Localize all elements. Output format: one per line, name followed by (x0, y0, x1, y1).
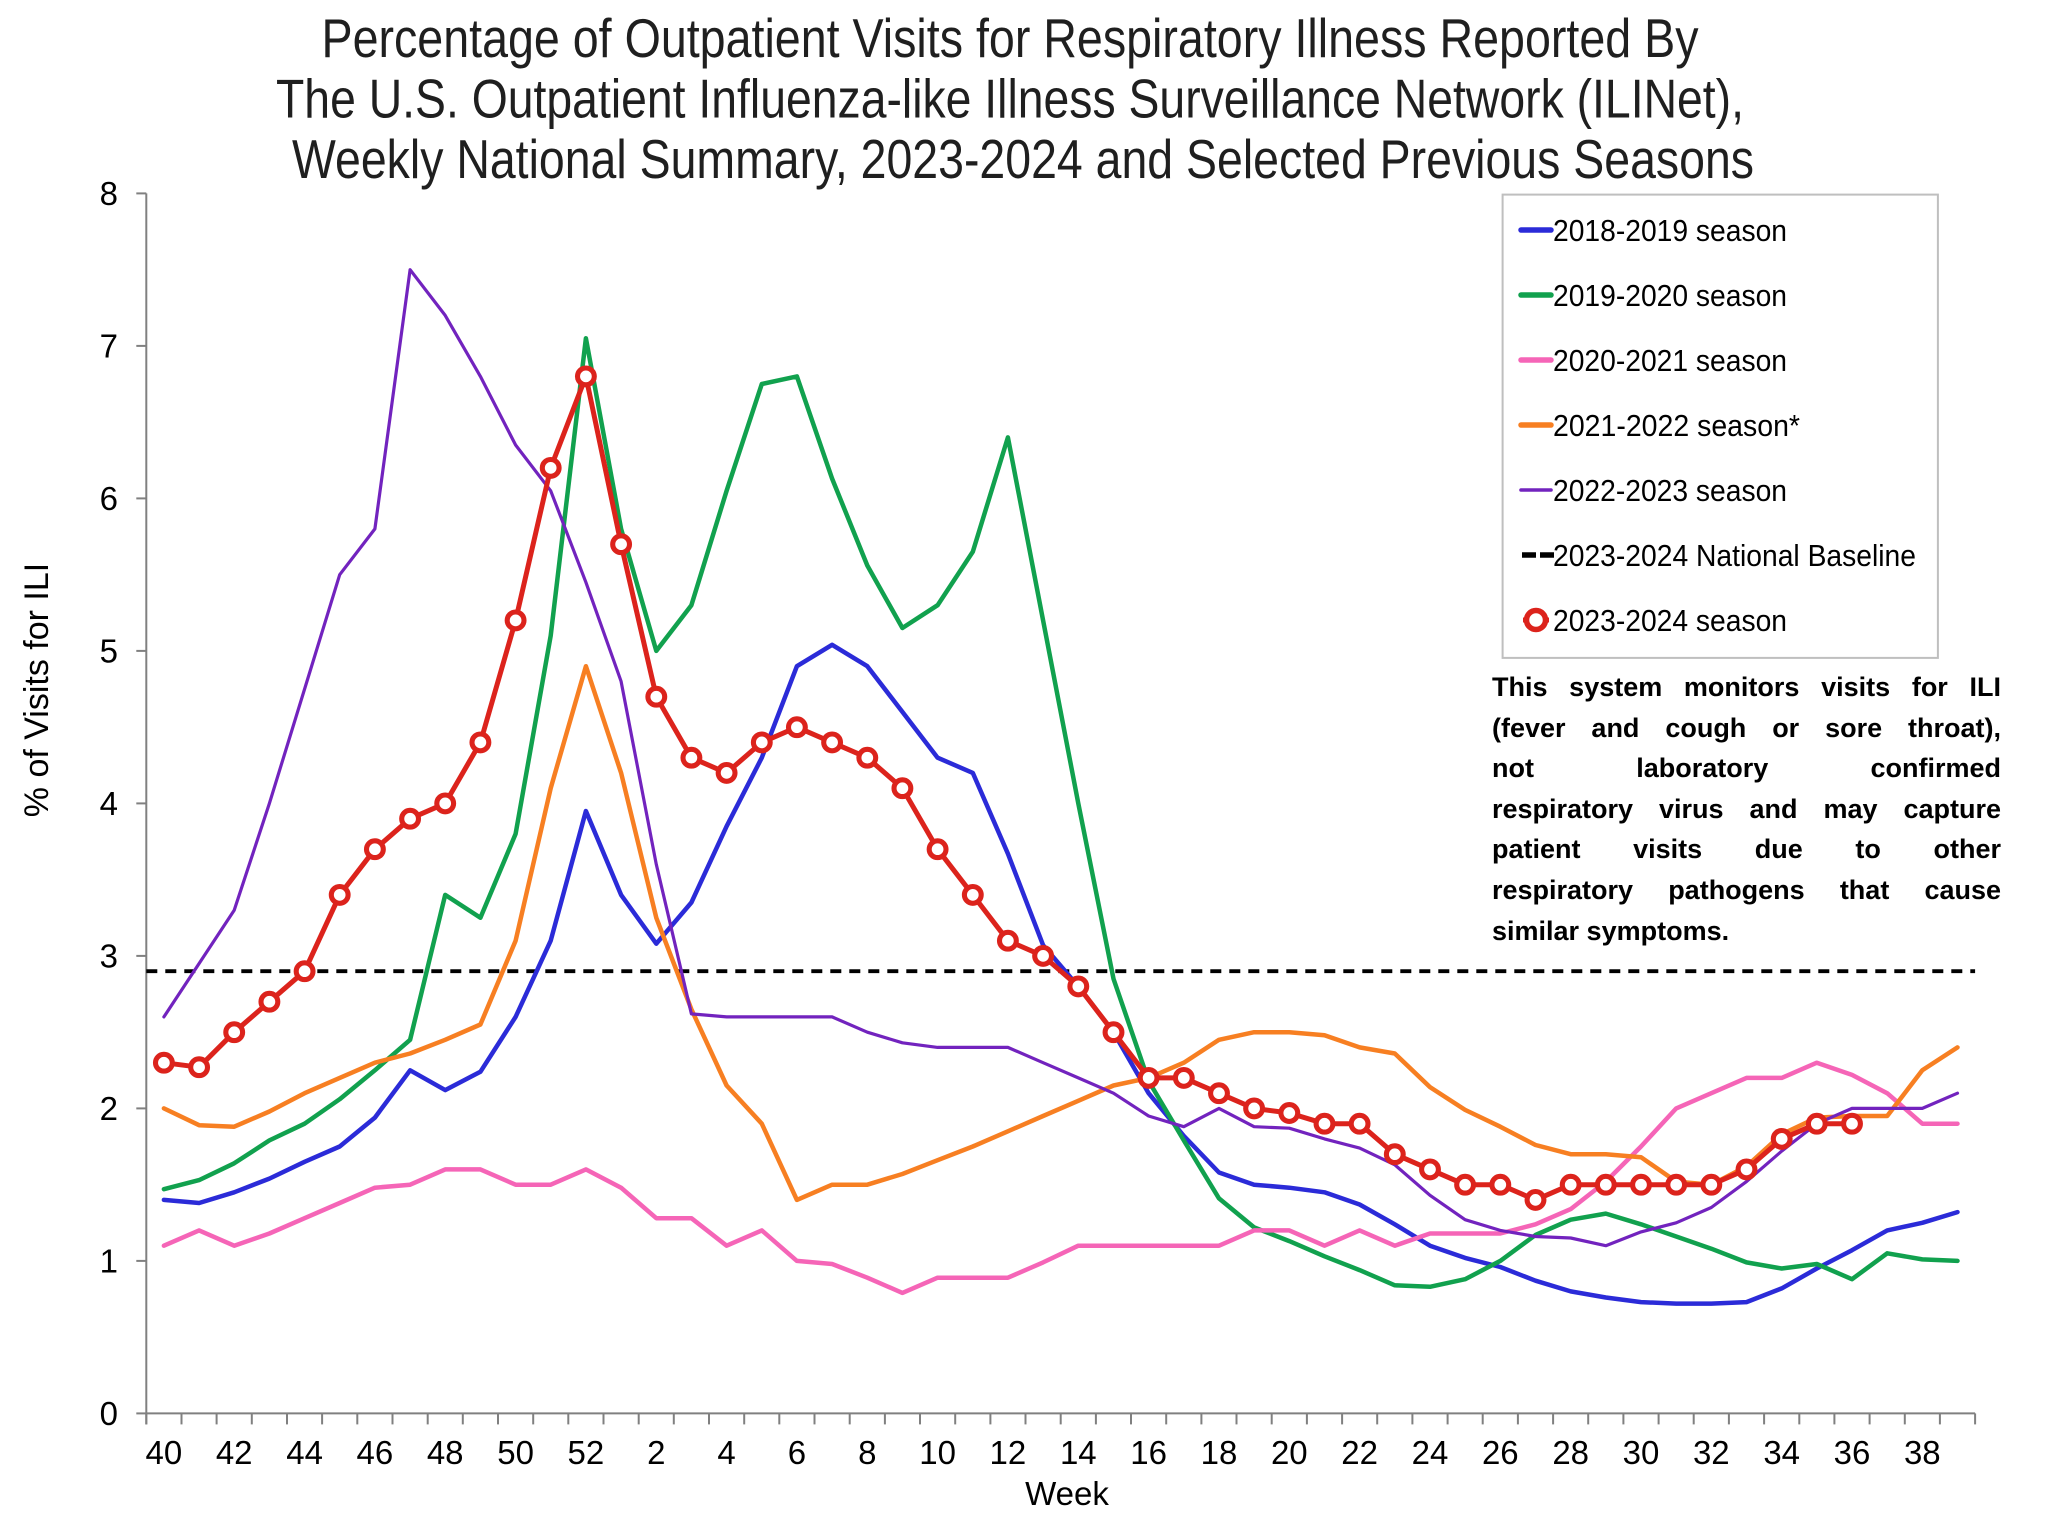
svg-text:4: 4 (100, 785, 118, 822)
svg-text:32: 32 (1693, 1434, 1730, 1471)
svg-text:2019-2020 season: 2019-2020 season (1553, 278, 1787, 313)
svg-text:4: 4 (717, 1434, 735, 1471)
svg-text:48: 48 (427, 1434, 464, 1471)
svg-text:16: 16 (1130, 1434, 1167, 1471)
svg-text:24: 24 (1412, 1434, 1449, 1471)
svg-text:42: 42 (216, 1434, 253, 1471)
svg-text:18: 18 (1201, 1434, 1238, 1471)
svg-text:20: 20 (1271, 1434, 1308, 1471)
svg-text:2: 2 (100, 1090, 118, 1127)
svg-text:34: 34 (1763, 1434, 1800, 1471)
svg-text:46: 46 (357, 1434, 394, 1471)
svg-text:1: 1 (100, 1242, 118, 1279)
svg-text:Week: Week (1025, 1475, 1109, 1512)
svg-text:12: 12 (990, 1434, 1027, 1471)
svg-text:3: 3 (100, 937, 118, 974)
svg-text:The U.S. Outpatient Influenza-: The U.S. Outpatient Influenza-like Illne… (276, 68, 1744, 130)
svg-text:0: 0 (100, 1395, 118, 1432)
svg-text:6: 6 (788, 1434, 806, 1471)
svg-text:8: 8 (858, 1434, 876, 1471)
svg-text:Percentage of Outpatient Visit: Percentage of Outpatient Visits for Resp… (322, 7, 1699, 69)
svg-text:7: 7 (100, 327, 118, 364)
svg-text:30: 30 (1623, 1434, 1660, 1471)
svg-text:36: 36 (1834, 1434, 1871, 1471)
svg-text:10: 10 (919, 1434, 956, 1471)
svg-text:2018-2019 season: 2018-2019 season (1553, 213, 1787, 248)
svg-text:14: 14 (1060, 1434, 1097, 1471)
svg-text:6: 6 (100, 480, 118, 517)
svg-text:% of Visits for ILI: % of Visits for ILI (18, 563, 56, 817)
svg-text:2023-2024 season: 2023-2024 season (1553, 603, 1787, 638)
svg-text:2021-2022 season*: 2021-2022 season* (1553, 408, 1800, 443)
svg-text:2020-2021 season: 2020-2021 season (1553, 343, 1787, 378)
svg-text:28: 28 (1552, 1434, 1589, 1471)
svg-text:40: 40 (146, 1434, 183, 1471)
svg-text:8: 8 (100, 175, 118, 212)
svg-text:50: 50 (497, 1434, 534, 1471)
svg-text:5: 5 (100, 632, 118, 669)
svg-text:44: 44 (286, 1434, 323, 1471)
svg-text:2023-2024 National Baseline: 2023-2024 National Baseline (1553, 538, 1916, 573)
svg-text:2022-2023 season: 2022-2023 season (1553, 473, 1787, 508)
svg-text:38: 38 (1904, 1434, 1941, 1471)
svg-text:22: 22 (1341, 1434, 1378, 1471)
svg-text:52: 52 (568, 1434, 605, 1471)
svg-text:Weekly National Summary, 2023-: Weekly National Summary, 2023-2024 and S… (292, 128, 1754, 190)
svg-text:26: 26 (1482, 1434, 1519, 1471)
svg-text:2: 2 (647, 1434, 665, 1471)
